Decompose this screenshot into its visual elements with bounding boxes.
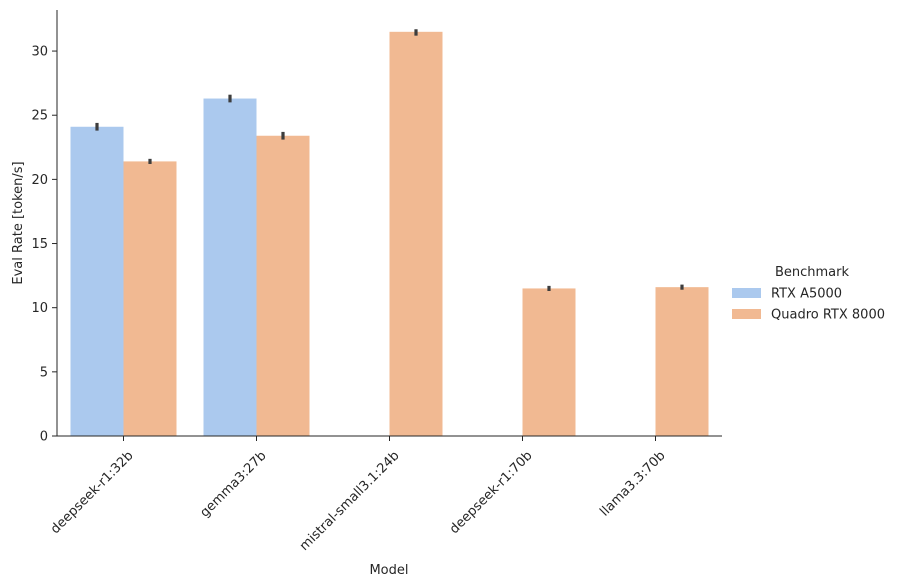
x-tick-label: mistral-small3.1:24b bbox=[297, 448, 403, 554]
bar bbox=[522, 288, 576, 436]
y-tick-label: 25 bbox=[31, 109, 48, 124]
legend-label: Quadro RTX 8000 bbox=[771, 308, 885, 323]
x-axis-label: Model bbox=[369, 563, 408, 578]
y-tick-label: 30 bbox=[31, 45, 48, 60]
legend-title: Benchmark bbox=[775, 265, 850, 280]
y-tick-label: 0 bbox=[40, 430, 48, 445]
legend-swatch bbox=[732, 309, 761, 319]
x-tick-label: deepseek-r1:32b bbox=[48, 448, 137, 537]
y-tick-label: 15 bbox=[31, 237, 48, 252]
bar bbox=[123, 161, 177, 436]
legend-swatch bbox=[732, 288, 761, 298]
y-axis-label: Eval Rate [token/s] bbox=[11, 161, 26, 284]
bars-layer bbox=[70, 31, 709, 437]
error-bars-layer bbox=[95, 29, 684, 292]
bar bbox=[256, 135, 310, 436]
y-tick-label: 20 bbox=[31, 173, 48, 188]
legend-label: RTX A5000 bbox=[771, 287, 842, 302]
x-tick-label: deepseek-r1:70b bbox=[447, 448, 536, 537]
legend: Benchmark RTX A5000 Quadro RTX 8000 bbox=[732, 265, 885, 323]
x-tick-label: gemma3:27b bbox=[197, 448, 269, 520]
bar bbox=[389, 31, 443, 436]
bar bbox=[655, 287, 709, 436]
x-tick-label: llama3.3:70b bbox=[597, 448, 668, 519]
y-tick-label: 10 bbox=[31, 301, 48, 316]
y-axis-ticks: 0 5 10 15 20 25 30 bbox=[31, 45, 57, 445]
bar bbox=[70, 126, 124, 436]
y-tick-label: 5 bbox=[40, 365, 48, 380]
x-axis-ticks: deepseek-r1:32b gemma3:27b mistral-small3.… bbox=[48, 436, 669, 554]
bar bbox=[203, 98, 257, 437]
